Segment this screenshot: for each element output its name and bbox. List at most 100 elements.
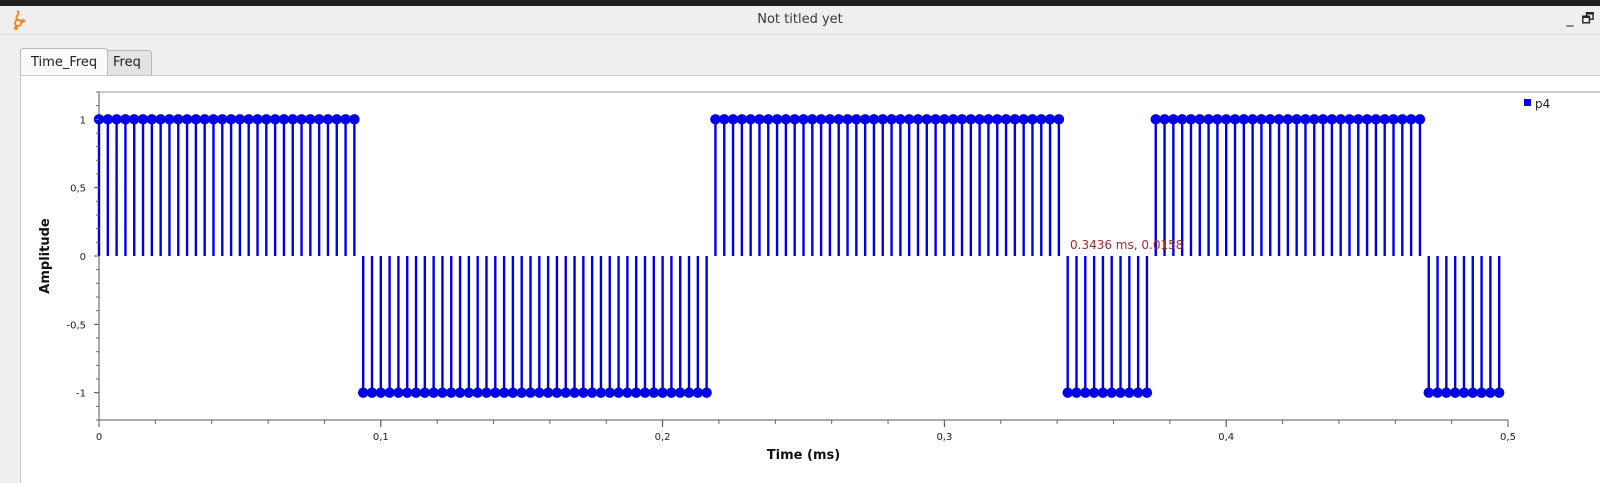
stem-marker — [366, 387, 378, 398]
stem-marker — [1221, 114, 1232, 125]
stem-marker — [613, 387, 624, 398]
stem-marker — [481, 387, 492, 398]
stem-marker — [296, 114, 307, 125]
stem-marker — [1168, 114, 1179, 125]
title-bar: Not titled yet _ 🗗 — [0, 6, 1600, 35]
stem-marker — [895, 114, 906, 125]
y-tick-label: 1 — [80, 115, 86, 126]
stem-marker — [357, 387, 369, 398]
y-tick-label: -1 — [76, 389, 86, 400]
stem-marker — [1229, 114, 1241, 125]
stem-marker — [402, 387, 413, 398]
stem-marker — [771, 114, 783, 125]
stem-marker — [859, 114, 871, 125]
stem-marker — [525, 387, 536, 398]
stem-marker — [498, 387, 510, 398]
stem-marker — [1476, 387, 1487, 398]
x-tick-label: 0,1 — [373, 432, 389, 443]
stem-marker — [1141, 387, 1153, 398]
legend-label[interactable]: p4 — [1535, 97, 1550, 111]
stem-marker — [630, 387, 642, 398]
stem-marker — [305, 114, 316, 125]
restore-button[interactable]: 🗗 — [1581, 11, 1595, 27]
stem-marker — [578, 387, 589, 398]
stem-marker — [639, 387, 651, 398]
y-tick-label: 0 — [80, 252, 86, 263]
stem-marker — [666, 387, 677, 398]
stem-marker — [551, 387, 563, 398]
stem-marker — [1300, 114, 1311, 125]
stem-marker — [1071, 387, 1082, 398]
stem-marker — [604, 387, 615, 398]
stem-marker — [622, 387, 633, 398]
stem-marker — [1449, 387, 1461, 398]
minimize-button[interactable]: _ — [1566, 11, 1574, 27]
stem-marker — [1441, 387, 1452, 398]
stem-marker — [1212, 114, 1223, 125]
tab-time-freq[interactable]: Time_Freq — [20, 48, 109, 75]
stem-marker — [340, 114, 351, 125]
stem-marker — [868, 114, 880, 125]
stem-marker — [269, 114, 281, 125]
stem-marker — [1176, 114, 1188, 125]
stem-marker — [1397, 114, 1408, 125]
stem-marker — [181, 114, 193, 125]
legend-swatch — [1524, 99, 1531, 106]
stem-marker — [1273, 114, 1285, 125]
stem-marker — [789, 114, 800, 125]
stem-marker — [1150, 114, 1161, 125]
stem-marker — [225, 114, 237, 125]
stem-marker — [1044, 114, 1056, 125]
stem-marker — [1405, 114, 1417, 125]
x-tick-label: 0 — [96, 432, 102, 443]
stem-marker — [516, 387, 527, 398]
stem-marker — [1027, 114, 1038, 125]
stem-marker — [824, 114, 836, 125]
stem-marker — [1344, 114, 1355, 125]
stem-marker — [1335, 114, 1346, 125]
stem-marker — [331, 114, 342, 125]
x-tick-label: 0,2 — [655, 432, 671, 443]
stem-marker — [974, 114, 985, 125]
stem-marker — [1317, 114, 1329, 125]
stem-marker — [727, 114, 739, 125]
window-top-strip — [0, 0, 1600, 6]
stem-marker — [437, 387, 448, 398]
stem-marker — [833, 114, 844, 125]
stem-marker — [278, 114, 290, 125]
stem-marker — [164, 114, 175, 125]
stem-marker — [384, 387, 395, 398]
stem-marker — [657, 387, 668, 398]
tracker-readout: 0.3436 ms, 0.0158 — [1070, 238, 1183, 252]
time-plot[interactable]: 1 0,5 0 -0,5 -1 0 0,1 0,2 0,3 0,4 0,5 Time (ms) Am… — [21, 76, 1600, 483]
stem-marker — [948, 114, 959, 125]
stem-marker — [851, 114, 862, 125]
stem-marker — [1106, 387, 1117, 398]
stem-marker — [1379, 114, 1390, 125]
stem-marker — [1036, 114, 1047, 125]
stem-marker — [463, 387, 475, 398]
stem-marker — [930, 114, 941, 125]
stem-marker — [1423, 387, 1434, 398]
stem-marker — [454, 387, 466, 398]
stem-marker — [1088, 387, 1100, 398]
stem-marker — [217, 114, 228, 125]
stem-marker — [446, 387, 457, 398]
stem-marker — [1282, 114, 1294, 125]
stem-marker — [1370, 114, 1382, 125]
stem-marker — [877, 114, 888, 125]
tab-freq[interactable]: Freq — [102, 50, 152, 75]
stem-marker — [1256, 114, 1267, 125]
stem-marker — [542, 387, 554, 398]
stem-marker — [1432, 387, 1443, 398]
stem-marker — [719, 114, 730, 125]
stem-marker — [1203, 114, 1214, 125]
stem-marker — [507, 387, 519, 398]
stem-marker — [921, 114, 932, 125]
stem-marker — [234, 114, 246, 125]
stem-marker — [965, 114, 977, 125]
stem-marker — [595, 387, 607, 398]
stem-marker — [1132, 387, 1144, 398]
stem-marker — [1097, 387, 1109, 398]
stem-marker — [1053, 114, 1065, 125]
